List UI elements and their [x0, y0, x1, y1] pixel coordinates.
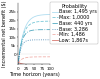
Base: 3,286: (0, -5.5e+03): 3,286: (0, -5.5e+03): [18, 63, 19, 64]
Base: 1,495 yrs: (753, 2.32e+04): 1,495 yrs: (753, 2.32e+04): [42, 14, 43, 15]
Y-axis label: Incremental net benefit ($): Incremental net benefit ($): [2, 1, 7, 67]
Low: 1,867s: (589, -6.28e+03): 1,867s: (589, -6.28e+03): [36, 64, 38, 65]
Min: 1,486: (452, -1.59e+03): 1,486: (452, -1.59e+03): [32, 56, 33, 57]
Line: Min: 1,486: Min: 1,486: [18, 57, 50, 63]
Base: 3,286: (1e+03, 8.5e+03): 3,286: (1e+03, 8.5e+03): [50, 39, 51, 40]
Line: Base: 1,495 yrs: Base: 1,495 yrs: [18, 14, 50, 64]
Base: 1,495 yrs: (0, -5.5e+03): 1,495 yrs: (0, -5.5e+03): [18, 63, 19, 64]
Base: 3,286: (753, 8.5e+03): 3,286: (753, 8.5e+03): [42, 39, 43, 40]
Max: 1,0000: (0, -5.5e+03): 1,0000: (0, -5.5e+03): [18, 63, 19, 64]
Base: 3,286: (452, 8.44e+03): 3,286: (452, 8.44e+03): [32, 39, 33, 40]
Min: 1,486: (589, -1.53e+03): 1,486: (589, -1.53e+03): [36, 56, 38, 57]
Base: 3,286: (589, 8.49e+03): 3,286: (589, 8.49e+03): [36, 39, 38, 40]
Base: 1,495 yrs: (668, 2.3e+04): 1,495 yrs: (668, 2.3e+04): [39, 15, 40, 16]
Line: Base: 3,286: Base: 3,286: [18, 40, 50, 64]
Low: 1,867s: (0, -4.8e+03): 1,867s: (0, -4.8e+03): [18, 62, 19, 63]
Low: 1,867s: (177, -5.87e+03): 1,867s: (177, -5.87e+03): [23, 64, 24, 65]
Base: 1,495 yrs: (257, 1.73e+04): 1,495 yrs: (257, 1.73e+04): [26, 24, 27, 25]
Base: 440 yrs: (589, 1.44e+04): 440 yrs: (589, 1.44e+04): [36, 29, 38, 30]
Base: 440 yrs: (0, -5.5e+03): 440 yrs: (0, -5.5e+03): [18, 63, 19, 64]
Base: 440 yrs: (452, 1.42e+04): 440 yrs: (452, 1.42e+04): [32, 30, 33, 31]
Low: 1,867s: (257, -6.05e+03): 1,867s: (257, -6.05e+03): [26, 64, 27, 65]
Base: 3,286: (257, 7.86e+03): 3,286: (257, 7.86e+03): [26, 40, 27, 41]
Line: Low: 1,867s: Low: 1,867s: [18, 62, 50, 65]
Base: 3,286: (668, 8.5e+03): 3,286: (668, 8.5e+03): [39, 39, 40, 40]
Line: Max: 1,0000: Max: 1,0000: [18, 21, 50, 64]
Low: 1,867s: (668, -6.29e+03): 1,867s: (668, -6.29e+03): [39, 64, 40, 65]
Base: 440 yrs: (668, 1.45e+04): 440 yrs: (668, 1.45e+04): [39, 29, 40, 30]
Base: 3,286: (177, 6.83e+03): 3,286: (177, 6.83e+03): [23, 42, 24, 43]
Max: 1,0000: (257, 1.54e+04): 1,0000: (257, 1.54e+04): [26, 28, 27, 29]
Max: 1,0000: (452, 1.84e+04): 1,0000: (452, 1.84e+04): [32, 22, 33, 23]
Base: 440 yrs: (177, 1.04e+04): 440 yrs: (177, 1.04e+04): [23, 36, 24, 37]
Min: 1,486: (668, -1.52e+03): 1,486: (668, -1.52e+03): [39, 56, 40, 57]
Low: 1,867s: (753, -6.29e+03): 1,867s: (753, -6.29e+03): [42, 64, 43, 65]
Base: 1,495 yrs: (589, 2.27e+04): 1,495 yrs: (589, 2.27e+04): [36, 15, 38, 16]
Base: 1,495 yrs: (452, 2.16e+04): 1,495 yrs: (452, 2.16e+04): [32, 17, 33, 18]
Base: 440 yrs: (1e+03, 1.45e+04): 440 yrs: (1e+03, 1.45e+04): [50, 29, 51, 30]
Low: 1,867s: (452, -6.24e+03): 1,867s: (452, -6.24e+03): [32, 64, 33, 65]
Low: 1,867s: (1e+03, -6.3e+03): 1,867s: (1e+03, -6.3e+03): [50, 64, 51, 65]
Base: 1,495 yrs: (1e+03, 2.34e+04): 1,495 yrs: (1e+03, 2.34e+04): [50, 14, 51, 15]
Min: 1,486: (257, -1.95e+03): 1,486: (257, -1.95e+03): [26, 57, 27, 58]
Max: 1,0000: (1e+03, 1.95e+04): 1,0000: (1e+03, 1.95e+04): [50, 21, 51, 22]
Base: 1,495 yrs: (177, 1.35e+04): 1,495 yrs: (177, 1.35e+04): [23, 31, 24, 32]
X-axis label: Time horizon (years): Time horizon (years): [9, 72, 60, 77]
Min: 1,486: (177, -2.35e+03): 1,486: (177, -2.35e+03): [23, 58, 24, 59]
Legend: Base: 1,495 yrs, Max: 1,0000, Base: 440 yrs, Base: 3,286, Min: 1,486, Low: 1,867: Base: 1,495 yrs, Max: 1,0000, Base: 440 …: [50, 2, 98, 44]
Min: 1,486: (753, -1.51e+03): 1,486: (753, -1.51e+03): [42, 56, 43, 57]
Line: Base: 440 yrs: Base: 440 yrs: [18, 30, 50, 64]
Max: 1,0000: (668, 1.93e+04): 1,0000: (668, 1.93e+04): [39, 21, 40, 22]
Max: 1,0000: (177, 1.23e+04): 1,0000: (177, 1.23e+04): [23, 33, 24, 34]
Min: 1,486: (1e+03, -1.5e+03): 1,486: (1e+03, -1.5e+03): [50, 56, 51, 57]
Max: 1,0000: (753, 1.94e+04): 1,0000: (753, 1.94e+04): [42, 21, 43, 22]
Base: 440 yrs: (753, 1.45e+04): 440 yrs: (753, 1.45e+04): [42, 29, 43, 30]
Max: 1,0000: (589, 1.91e+04): 1,0000: (589, 1.91e+04): [36, 21, 38, 22]
Min: 1,486: (0, -5e+03): 1,486: (0, -5e+03): [18, 62, 19, 63]
